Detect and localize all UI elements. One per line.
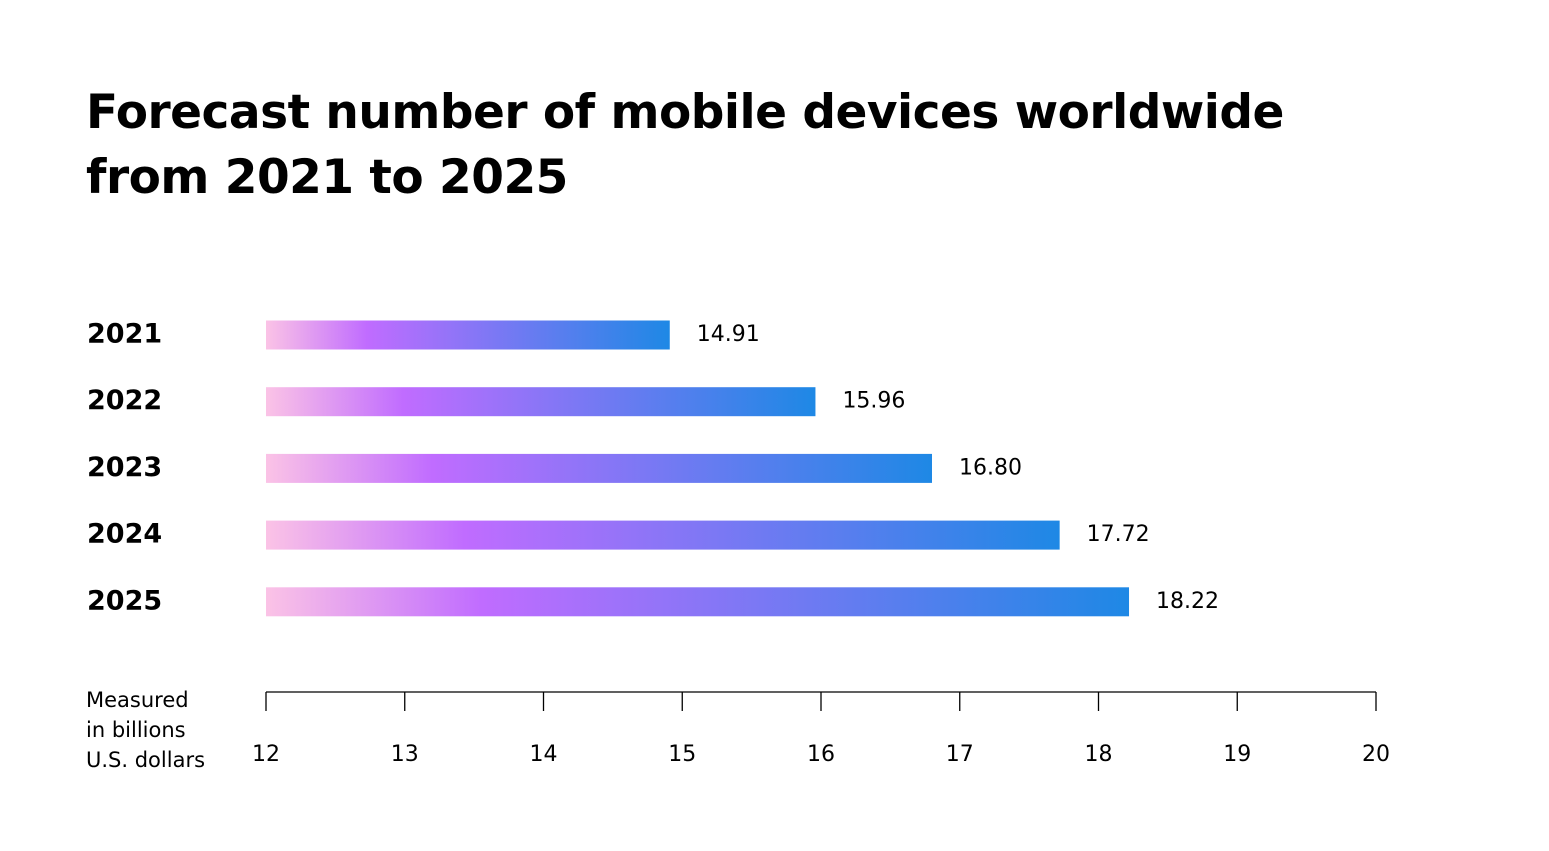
category-label-2025: 2025	[87, 585, 162, 616]
axis-unit-line-1: Measured	[86, 688, 189, 712]
x-tick-label-14: 14	[530, 742, 558, 767]
category-label-2022: 2022	[87, 385, 162, 416]
chart-title: Forecast number of mobile devices worldw…	[86, 80, 1286, 210]
bar-2022	[266, 387, 816, 417]
value-label-2023: 16.80	[959, 455, 1022, 480]
value-label-2021: 14.91	[697, 322, 760, 347]
x-tick-label-20: 20	[1362, 742, 1390, 767]
category-label-2021: 2021	[87, 319, 162, 350]
axis-unit-label: Measured in billions U.S. dollars	[86, 685, 205, 775]
value-label-2022: 15.96	[842, 389, 905, 414]
bar-2025	[266, 587, 1130, 617]
bars-layer: 2021 14.91 2022 15.96 2023 16.80 2024 17.72 2025…	[87, 319, 1219, 617]
x-tick-label-13: 13	[391, 742, 419, 767]
axis-unit-line-3: U.S. dollars	[86, 748, 206, 772]
x-tick-label-15: 15	[668, 742, 696, 767]
x-tick-label-16: 16	[807, 742, 835, 767]
value-label-2025: 18.22	[1156, 589, 1219, 614]
chart-title-line-1: Forecast number of mobile devices worldw…	[86, 85, 1284, 140]
chart-title-line-2: from 2021 to 2025	[86, 150, 568, 205]
x-axis: 12 13 14 15 16 17 18 19 20	[252, 691, 1390, 767]
bar-2024	[266, 520, 1060, 550]
category-label-2024: 2024	[87, 519, 162, 550]
category-label-2023: 2023	[87, 452, 162, 483]
x-tick-label-17: 17	[946, 742, 974, 767]
x-tick-label-18: 18	[1085, 742, 1113, 767]
x-tick-label-12: 12	[252, 742, 280, 767]
bar-2023	[266, 453, 932, 483]
axis-unit-line-2: in billions	[86, 718, 186, 742]
bar-2021	[266, 320, 670, 350]
x-tick-label-19: 19	[1223, 742, 1251, 767]
value-label-2024: 17.72	[1087, 522, 1150, 547]
